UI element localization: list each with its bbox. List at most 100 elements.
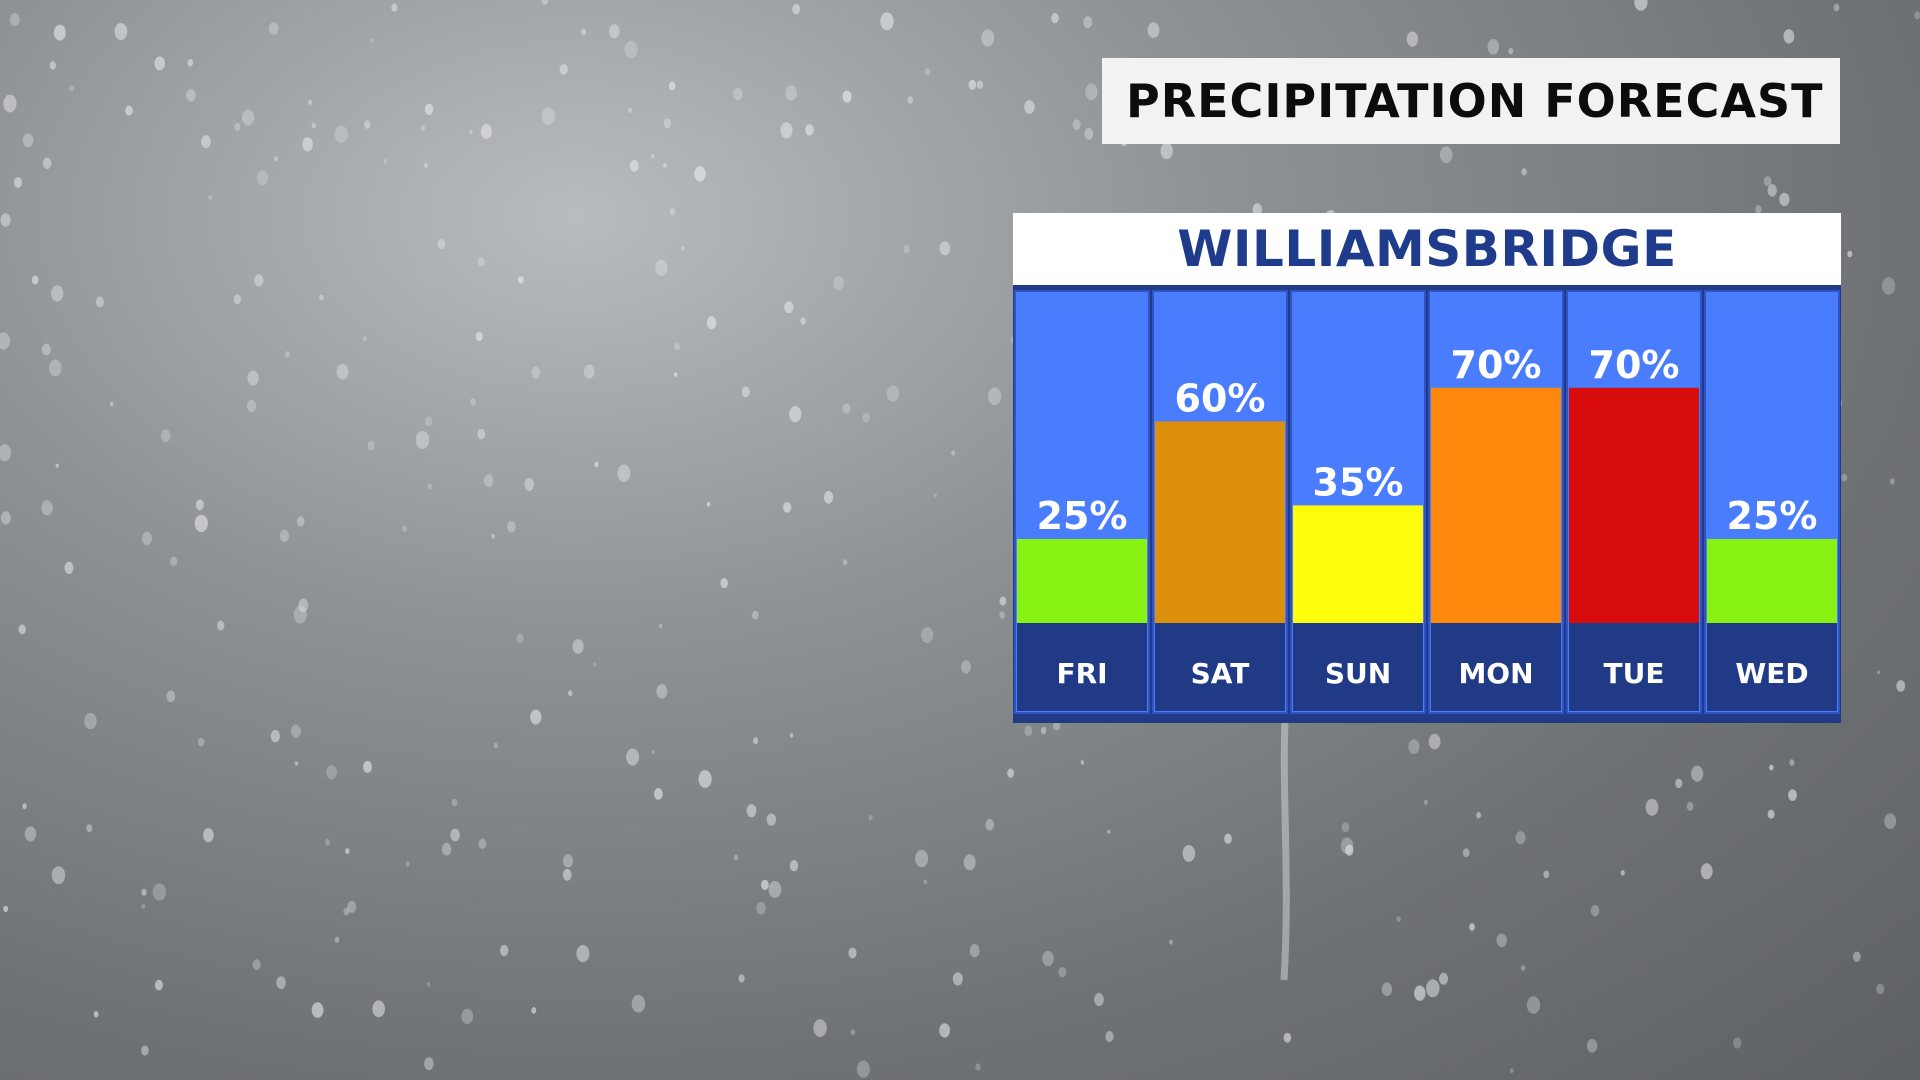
raindrop xyxy=(655,259,668,276)
raindrop xyxy=(1439,972,1448,985)
raindrop xyxy=(915,849,929,868)
raindrop xyxy=(415,431,430,449)
raindrop xyxy=(1590,904,1600,917)
raindrop xyxy=(1876,983,1885,995)
raindrop xyxy=(451,798,458,807)
raindrop xyxy=(921,626,934,644)
raindrop xyxy=(1521,168,1527,176)
raindrop xyxy=(568,690,573,697)
raindrop xyxy=(651,750,655,755)
raindrop xyxy=(424,162,428,168)
raindrop xyxy=(9,13,20,27)
raindrop xyxy=(402,525,407,532)
raindrop xyxy=(1094,992,1104,1007)
raindrop xyxy=(694,166,706,182)
raindrop xyxy=(1414,985,1426,1001)
raindrop xyxy=(161,429,171,443)
raindrop xyxy=(186,89,196,102)
raindrop xyxy=(1877,670,1881,675)
raindrop xyxy=(325,838,330,846)
raindrop xyxy=(1252,203,1263,217)
raindrop xyxy=(1058,967,1067,978)
raindrop xyxy=(933,493,937,498)
raindrop xyxy=(706,316,717,330)
raindrop xyxy=(420,125,426,131)
raindrop xyxy=(1024,725,1033,737)
raindrop xyxy=(761,879,769,891)
raindrop xyxy=(208,194,213,200)
raindrop xyxy=(319,294,324,301)
raindrop xyxy=(247,370,259,386)
raindrop xyxy=(780,122,793,139)
precip-value-label: 35% xyxy=(1313,460,1404,504)
raindrop xyxy=(0,332,10,350)
raindrop xyxy=(1105,1031,1114,1042)
raindrop xyxy=(1526,996,1541,1014)
raindrop xyxy=(69,85,75,92)
raindrop xyxy=(784,301,794,314)
raindrop xyxy=(789,860,799,872)
raindrop xyxy=(0,213,11,227)
raindrop xyxy=(999,596,1007,606)
raindrop xyxy=(290,724,301,738)
raindrop xyxy=(907,96,914,104)
raindrop xyxy=(1852,951,1861,962)
raindrop xyxy=(298,598,309,612)
raindrop xyxy=(1515,831,1526,845)
raindrop xyxy=(985,818,995,831)
location-header: WILLIAMSBRIDGE xyxy=(1013,213,1841,285)
raindrop xyxy=(364,120,371,129)
raindrop xyxy=(201,135,211,149)
raindrop xyxy=(470,398,476,406)
raindrop xyxy=(345,848,350,854)
raindrop xyxy=(753,737,759,745)
raindrop xyxy=(347,900,357,913)
raindrop xyxy=(1700,863,1713,880)
raindrop xyxy=(1283,1032,1292,1043)
raindrop xyxy=(1779,192,1790,207)
raindrop xyxy=(1024,100,1035,114)
raindrop xyxy=(1841,473,1848,482)
raindrop xyxy=(752,610,759,620)
raindrop xyxy=(372,1000,386,1018)
raindrop xyxy=(0,511,11,525)
precip-value-label: 60% xyxy=(1175,376,1266,420)
raindrop xyxy=(999,611,1005,619)
raindrop xyxy=(24,826,37,842)
raindrop xyxy=(783,502,792,513)
raindrop xyxy=(478,838,487,850)
precip-value-label: 70% xyxy=(1451,343,1542,387)
raindrop xyxy=(583,364,595,379)
raindrop xyxy=(531,1007,537,1014)
raindrop xyxy=(789,406,802,423)
raindrop xyxy=(334,125,348,144)
raindrop xyxy=(93,1011,99,1018)
raindrop xyxy=(141,888,147,896)
raindrop xyxy=(1345,844,1354,856)
raindrop xyxy=(1675,778,1683,789)
raindrop xyxy=(0,444,11,462)
raindrop xyxy=(880,12,894,31)
raindrop xyxy=(1833,3,1840,12)
raindrop xyxy=(334,936,340,943)
raindrop xyxy=(530,709,542,725)
raindrop xyxy=(53,24,66,41)
raindrop xyxy=(195,499,204,511)
raindrop xyxy=(1620,870,1625,876)
raindrop xyxy=(924,68,931,76)
raindrop xyxy=(1769,764,1774,771)
raindrop xyxy=(651,154,655,159)
raindrop xyxy=(469,129,473,134)
raindrop xyxy=(738,974,745,983)
raindrop xyxy=(49,61,56,70)
raindrop xyxy=(733,87,743,101)
raindrop xyxy=(1767,184,1777,197)
raindrop xyxy=(952,972,963,986)
raindrop xyxy=(1882,277,1896,295)
raindrop xyxy=(562,868,572,881)
raindrop xyxy=(64,561,74,575)
raindrop xyxy=(1423,799,1428,805)
raindrop xyxy=(483,474,494,487)
raindrop xyxy=(477,428,486,440)
raindrop xyxy=(1586,1038,1598,1053)
